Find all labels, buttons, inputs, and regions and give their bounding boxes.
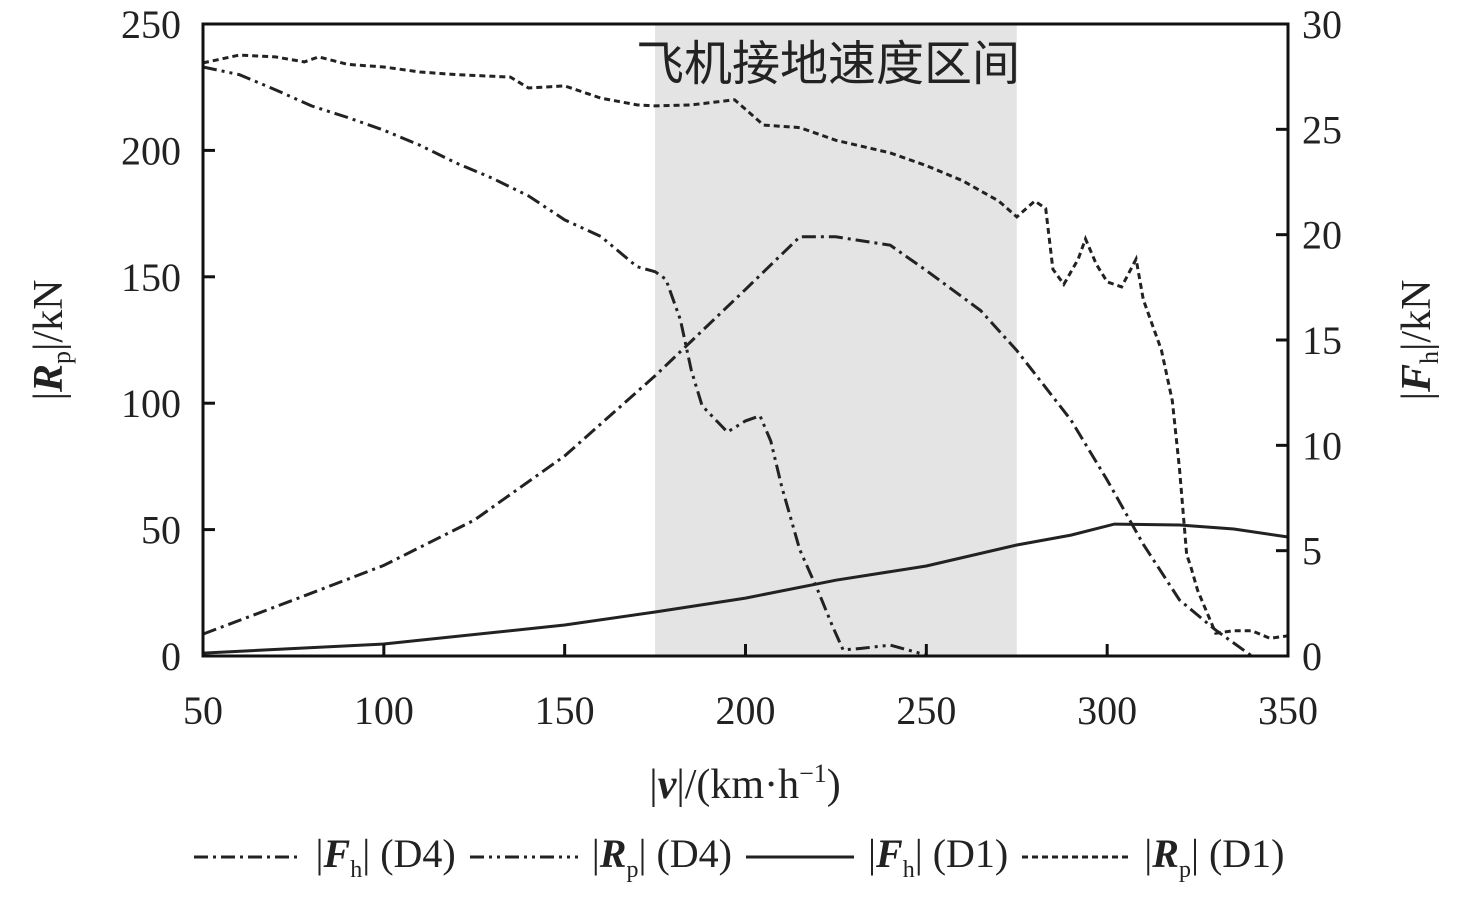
series-line-0 (202, 235, 1253, 658)
y-right-tick-label: 20 (1302, 213, 1342, 258)
y-left-tick-label: 250 (121, 2, 181, 47)
y-left-tick-label: 150 (121, 255, 181, 300)
legend-item-3: |Rp| (D1) (1020, 830, 1285, 884)
legend-swatch (469, 855, 578, 859)
y-left-tick-label: 200 (121, 128, 181, 173)
legend-label: |Rp| (D4) (591, 831, 732, 883)
legend: |Fh| (D4) |Rp| (D4) |Fh| (D1) |Rp| (D1) (0, 830, 1476, 884)
x-tick-label: 250 (896, 688, 956, 733)
legend-swatch (193, 855, 302, 859)
series-line-2 (202, 522, 1289, 655)
annotation-touchdown-speed-range: 飞机接地速度区间 (636, 36, 1020, 92)
legend-item-1: |Rp| (D4) (468, 830, 732, 884)
legend-label: |Fh| (D1) (868, 831, 1009, 883)
x-tick-label: 100 (354, 688, 414, 733)
y-axis-left-label: |Rp|/kN (26, 280, 76, 401)
x-tick-label: 150 (535, 688, 595, 733)
y-left-tick-label: 100 (121, 381, 181, 426)
legend-swatch (1022, 855, 1131, 859)
y-right-tick-label: 5 (1302, 529, 1322, 574)
legend-label: |Rp| (D1) (1144, 831, 1285, 883)
legend-item-2: |Fh| (D1) (744, 830, 1008, 884)
series-line-1 (202, 65, 927, 657)
legend-item-0: |Fh| (D4) (192, 830, 456, 884)
y-right-tick-label: 10 (1302, 423, 1342, 468)
x-tick-label: 200 (716, 688, 776, 733)
x-tick-label: 300 (1077, 688, 1137, 733)
y-left-tick-label: 50 (141, 508, 181, 553)
y-left-tick-label: 0 (161, 634, 181, 679)
y-axis-right-label: |Fh|/kN (1394, 280, 1444, 401)
shaded-touchdown-region (655, 24, 1017, 656)
legend-label: |Fh| (D4) (315, 831, 456, 883)
x-tick-label: 350 (1258, 688, 1318, 733)
series-layer (202, 53, 1289, 658)
y-right-tick-label: 15 (1302, 318, 1342, 363)
legend-swatch (746, 855, 854, 859)
y-right-tick-label: 0 (1302, 634, 1322, 679)
y-right-tick-label: 25 (1302, 107, 1342, 152)
series-line-3 (202, 53, 1289, 640)
ticks-layer: 50 100 150 200 250 300 35005010015020025005101… (121, 2, 1342, 733)
x-axis-label: |v|/(km·h−1) (649, 759, 840, 808)
x-tick-label: 50 (183, 688, 223, 733)
y-right-tick-label: 30 (1302, 2, 1342, 47)
